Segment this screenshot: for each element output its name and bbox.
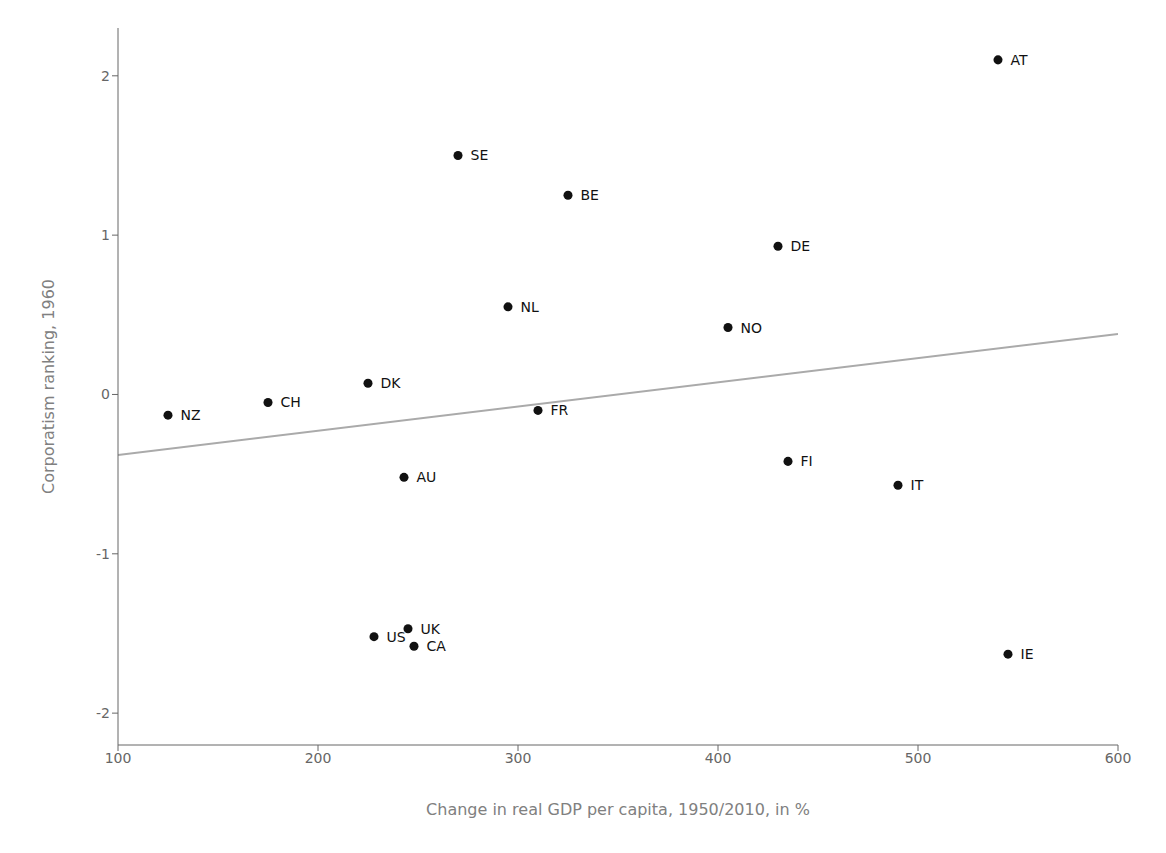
svg-text:SE: SE	[471, 147, 489, 163]
svg-text:CA: CA	[427, 638, 447, 654]
svg-text:100: 100	[105, 750, 132, 766]
svg-text:Corporatism ranking, 1960: Corporatism ranking, 1960	[39, 279, 58, 494]
svg-text:DK: DK	[381, 375, 402, 391]
svg-text:NZ: NZ	[181, 407, 201, 423]
svg-text:-2: -2	[96, 705, 110, 721]
svg-text:CH: CH	[281, 394, 301, 410]
svg-text:-1: -1	[96, 546, 110, 562]
svg-text:FR: FR	[551, 402, 569, 418]
svg-text:2: 2	[101, 68, 110, 84]
svg-text:DE: DE	[791, 238, 811, 254]
svg-text:UK: UK	[421, 621, 441, 637]
svg-text:0: 0	[101, 386, 110, 402]
svg-text:NL: NL	[521, 299, 539, 315]
svg-text:FI: FI	[801, 453, 813, 469]
svg-text:400: 400	[705, 750, 732, 766]
svg-text:NO: NO	[741, 320, 763, 336]
svg-text:IT: IT	[911, 477, 924, 493]
svg-text:IE: IE	[1021, 646, 1034, 662]
svg-text:500: 500	[905, 750, 932, 766]
svg-text:AU: AU	[417, 469, 437, 485]
svg-text:600: 600	[1105, 750, 1132, 766]
svg-text:Change in real GDP per capita,: Change in real GDP per capita, 1950/2010…	[426, 800, 810, 819]
svg-text:1: 1	[101, 227, 110, 243]
svg-text:300: 300	[505, 750, 532, 766]
svg-text:US: US	[387, 629, 406, 645]
svg-text:BE: BE	[581, 187, 599, 203]
svg-text:AT: AT	[1011, 52, 1028, 68]
svg-text:200: 200	[305, 750, 332, 766]
